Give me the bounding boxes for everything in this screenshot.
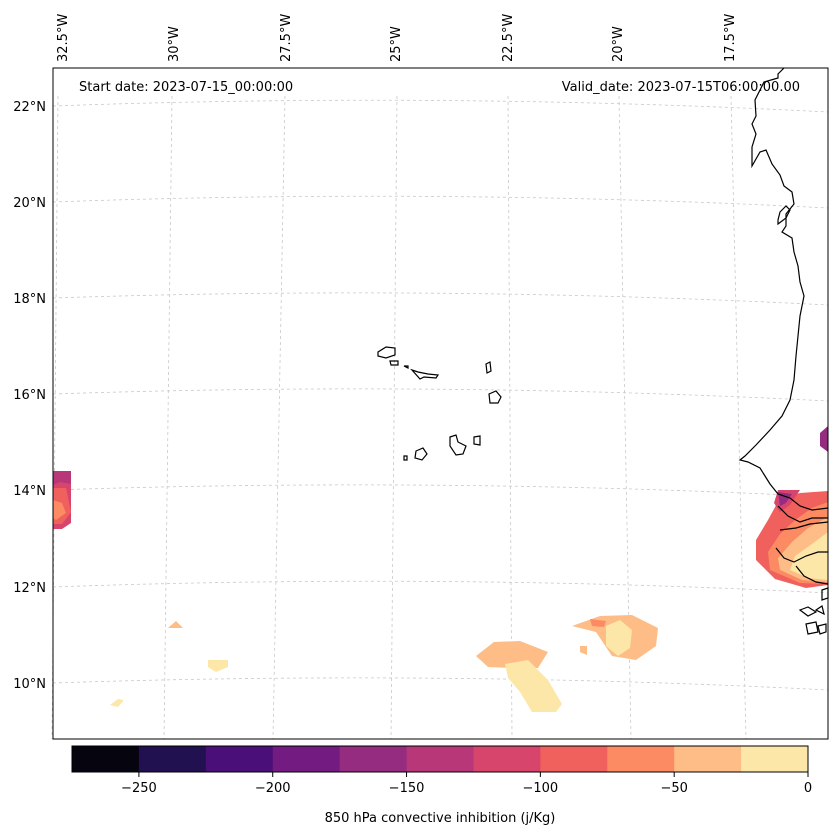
- colorbar-tick-label: −50: [660, 781, 687, 796]
- cape-verde-islands: [377, 346, 502, 461]
- colorbar: −250 −200 −150 −100 −50 0 850 hPa convective …: [71, 745, 812, 826]
- colorbar-title: 850 hPa convective inhibition (j/Kg): [325, 811, 556, 826]
- colorbar-segment: [540, 746, 608, 772]
- coast-guinea-bissau: [795, 565, 829, 585]
- coast-dakar-detail: [777, 205, 791, 226]
- cin-coast-palest: [790, 532, 828, 580]
- island-santo-antao: [377, 346, 396, 359]
- africa-coastline: [738, 67, 829, 635]
- lat-label-18n: 18°N: [13, 292, 46, 307]
- parallel-12n: [52, 580, 829, 594]
- island-santa-luzia: [403, 365, 409, 369]
- cin-south-patch-2-edge: [590, 619, 606, 627]
- lon-label-30w: 30°W: [167, 26, 182, 62]
- meridian-17-5w: [730, 95, 747, 740]
- coast-gambia-north: [777, 505, 828, 523]
- meridian-27-5w: [272, 95, 286, 740]
- cin-south-patch-1-yellow: [505, 660, 562, 712]
- lat-label-16n: 16°N: [13, 388, 46, 403]
- colorbar-segment: [138, 746, 207, 772]
- island-boa-vista: [488, 390, 502, 404]
- colorbar-tick-label: −100: [523, 781, 559, 796]
- island-sal: [485, 361, 492, 374]
- cin-patch-west-top: [53, 471, 71, 485]
- lon-label-25w: 25°W: [389, 26, 404, 62]
- parallel-14n: [52, 484, 829, 498]
- parallel-20n: [52, 195, 829, 209]
- parallel-16n: [52, 388, 829, 402]
- colorbar-segment: [272, 746, 341, 772]
- parallel-22n: [52, 99, 829, 113]
- island-sao-nicolau: [410, 368, 440, 380]
- colorbar-tick-label: −250: [121, 781, 157, 796]
- coast-mauritania-senegal: [738, 67, 829, 511]
- colorbar-segment: [607, 746, 675, 772]
- colorbar-tick-label: −200: [255, 781, 291, 796]
- coast-casamance: [775, 547, 828, 563]
- longitude-labels: 32.5°W 30°W 27.5°W 25°W 22.5°W 20°W 17.5…: [56, 14, 738, 62]
- lon-label-22-5w: 22.5°W: [501, 14, 516, 62]
- cin-south-small-1: [580, 646, 587, 655]
- cin-west-small-1: [168, 621, 183, 628]
- colorbar-segment: [473, 746, 541, 772]
- meridian-25w: [390, 95, 398, 740]
- colorbar-ticks: −250 −200 −150 −100 −50 0: [121, 772, 812, 796]
- cin-west-small-3: [110, 699, 124, 707]
- island-santiago: [449, 434, 467, 456]
- cin-patch-west-inner: [53, 500, 66, 520]
- colorbar-segment: [741, 746, 809, 772]
- meridian-30w: [163, 95, 173, 740]
- valid-date-label: Valid_date: 2023-07-15T06:00:00.00: [562, 80, 800, 95]
- map-background: [53, 68, 828, 739]
- lon-label-17-5w: 17.5°W: [723, 14, 738, 62]
- island-fogo: [414, 447, 428, 461]
- cin-west-small-2: [208, 660, 228, 672]
- colorbar-segment: [205, 746, 274, 772]
- island-brava: [403, 455, 408, 461]
- lon-label-27-5w: 27.5°W: [279, 14, 294, 62]
- lat-label-10n: 10°N: [13, 677, 46, 692]
- colorbar-tick-label: −150: [389, 781, 425, 796]
- latitude-labels: 22°N 20°N 18°N 16°N 14°N 12°N 10°N: [13, 100, 46, 692]
- cin-senegal-north-patch: [820, 426, 828, 452]
- parallel-10n: [52, 677, 829, 691]
- colorbar-segments: [72, 746, 809, 772]
- colorbar-segment: [339, 746, 408, 772]
- parallel-18n: [52, 292, 829, 306]
- island-maio: [473, 435, 481, 446]
- lat-label-12n: 12°N: [13, 581, 46, 596]
- colorbar-segment: [72, 746, 140, 772]
- colorbar-segment: [406, 746, 474, 772]
- island-sao-vicente: [389, 360, 399, 366]
- cin-south-patch-1-orange: [476, 641, 548, 668]
- lat-label-22n: 22°N: [13, 100, 46, 115]
- coast-gambia-south: [779, 521, 829, 531]
- map-border: [52, 67, 829, 740]
- lon-label-32-5w: 32.5°W: [56, 14, 71, 62]
- cin-south-patch-2-yellow: [606, 620, 632, 656]
- colorbar-segment: [674, 746, 742, 772]
- coast-bijagos: [798, 587, 829, 635]
- colorbar-frame: [71, 745, 809, 773]
- lon-label-20w: 20°W: [611, 26, 626, 62]
- map-panel: [51, 67, 829, 740]
- lat-label-14n: 14°N: [13, 484, 46, 499]
- colorbar-tick-label: 0: [804, 781, 812, 796]
- meridian-22-5w: [507, 95, 513, 740]
- lat-label-20n: 20°N: [13, 196, 46, 211]
- start-date-label: Start date: 2023-07-15_00:00:00: [79, 80, 293, 95]
- cin-filled-contours: [53, 426, 828, 712]
